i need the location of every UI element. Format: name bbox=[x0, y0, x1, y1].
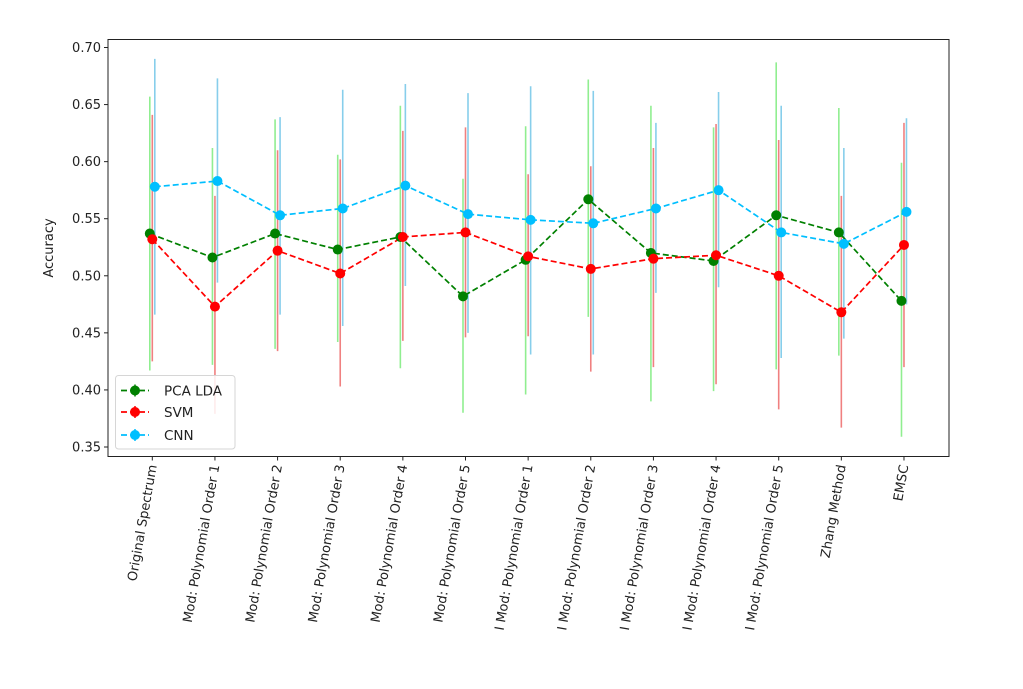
data-point-cnn bbox=[588, 218, 599, 229]
data-point-svm bbox=[209, 301, 220, 312]
y-axis-label: Accuracy bbox=[42, 218, 57, 278]
data-point-svm bbox=[460, 227, 471, 238]
data-point-svm bbox=[648, 253, 659, 264]
data-point-svm bbox=[898, 239, 909, 250]
data-point-pca-lda bbox=[583, 194, 594, 205]
legend-box bbox=[115, 375, 236, 450]
data-point-pca-lda bbox=[332, 244, 343, 255]
x-tick-label: Mod: Polynomial Order 5 bbox=[431, 464, 474, 624]
data-point-pca-lda bbox=[207, 252, 218, 263]
data-point-svm bbox=[272, 245, 283, 256]
legend-marker-pca-lda bbox=[130, 385, 140, 396]
data-point-svm bbox=[773, 270, 784, 281]
legend-label-svm: SVM bbox=[164, 405, 193, 421]
data-point-cnn bbox=[650, 203, 661, 214]
legend-label-cnn: CNN bbox=[164, 428, 194, 444]
x-tick-label: I Mod: Polynomial Order 3 bbox=[618, 464, 662, 632]
legend-marker-svm bbox=[130, 407, 140, 417]
data-point-cnn bbox=[838, 238, 849, 249]
x-tick-label: Zhang Method bbox=[819, 464, 850, 560]
data-point-svm bbox=[335, 268, 346, 279]
data-point-svm bbox=[397, 231, 408, 242]
x-tick-label: I Mod: Polynomial Order 2 bbox=[555, 464, 599, 632]
data-point-svm bbox=[711, 250, 722, 261]
x-tick-label: I Mod: Polynomial Order 1 bbox=[493, 464, 537, 632]
y-tick-label: 0.40 bbox=[72, 383, 101, 398]
data-point-svm bbox=[585, 263, 596, 274]
data-point-cnn bbox=[400, 180, 411, 191]
series-markers bbox=[144, 176, 912, 318]
data-point-cnn bbox=[463, 209, 473, 220]
legend: PCA LDA SVM CNN bbox=[115, 375, 236, 450]
data-point-pca-lda bbox=[833, 227, 844, 238]
x-tick-label: Mod: Polynomial Order 4 bbox=[369, 464, 412, 624]
x-tick-label: Mod: Polynomial Order 2 bbox=[243, 464, 286, 624]
data-point-svm bbox=[147, 234, 158, 245]
data-point-pca-lda bbox=[458, 291, 468, 302]
x-tick-label: Original Spectrum bbox=[125, 464, 160, 583]
x-tick-label: Mod: Polynomial Order 3 bbox=[306, 464, 349, 624]
x-tick-label: I Mod: Polynomial Order 5 bbox=[743, 464, 787, 632]
y-tick-label: 0.70 bbox=[72, 41, 101, 56]
data-point-svm bbox=[523, 251, 534, 262]
y-axis: 0.35 0.40 0.45 0.50 0.55 0.60 0.65 0.70 bbox=[72, 41, 108, 456]
data-point-cnn bbox=[901, 206, 912, 217]
y-tick-label: 0.45 bbox=[72, 326, 101, 341]
data-point-cnn bbox=[525, 214, 536, 225]
data-point-cnn bbox=[212, 176, 223, 187]
data-point-cnn bbox=[776, 227, 787, 238]
x-axis: Original Spectrum Mod: Polynomial Order 1… bbox=[125, 456, 912, 632]
data-point-svm bbox=[836, 307, 847, 318]
x-tick-label: Mod: Polynomial Order 1 bbox=[181, 464, 224, 624]
legend-marker-cnn bbox=[130, 430, 140, 440]
data-point-cnn bbox=[713, 185, 724, 196]
data-point-pca-lda bbox=[771, 210, 782, 221]
y-tick-label: 0.65 bbox=[72, 98, 101, 113]
y-tick-label: 0.60 bbox=[72, 155, 101, 170]
data-point-cnn bbox=[337, 203, 348, 214]
data-point-pca-lda bbox=[896, 295, 907, 306]
legend-label-pca-lda: PCA LDA bbox=[164, 384, 223, 400]
y-tick-label: 0.35 bbox=[72, 441, 101, 456]
x-tick-label: EMSC bbox=[891, 464, 912, 503]
y-tick-label: 0.55 bbox=[72, 212, 101, 227]
data-point-pca-lda bbox=[270, 228, 281, 239]
data-point-cnn bbox=[149, 181, 160, 192]
data-point-cnn bbox=[275, 210, 286, 221]
y-tick-label: 0.50 bbox=[72, 269, 101, 284]
x-tick-label: I Mod: Polynomial Order 4 bbox=[681, 464, 725, 632]
